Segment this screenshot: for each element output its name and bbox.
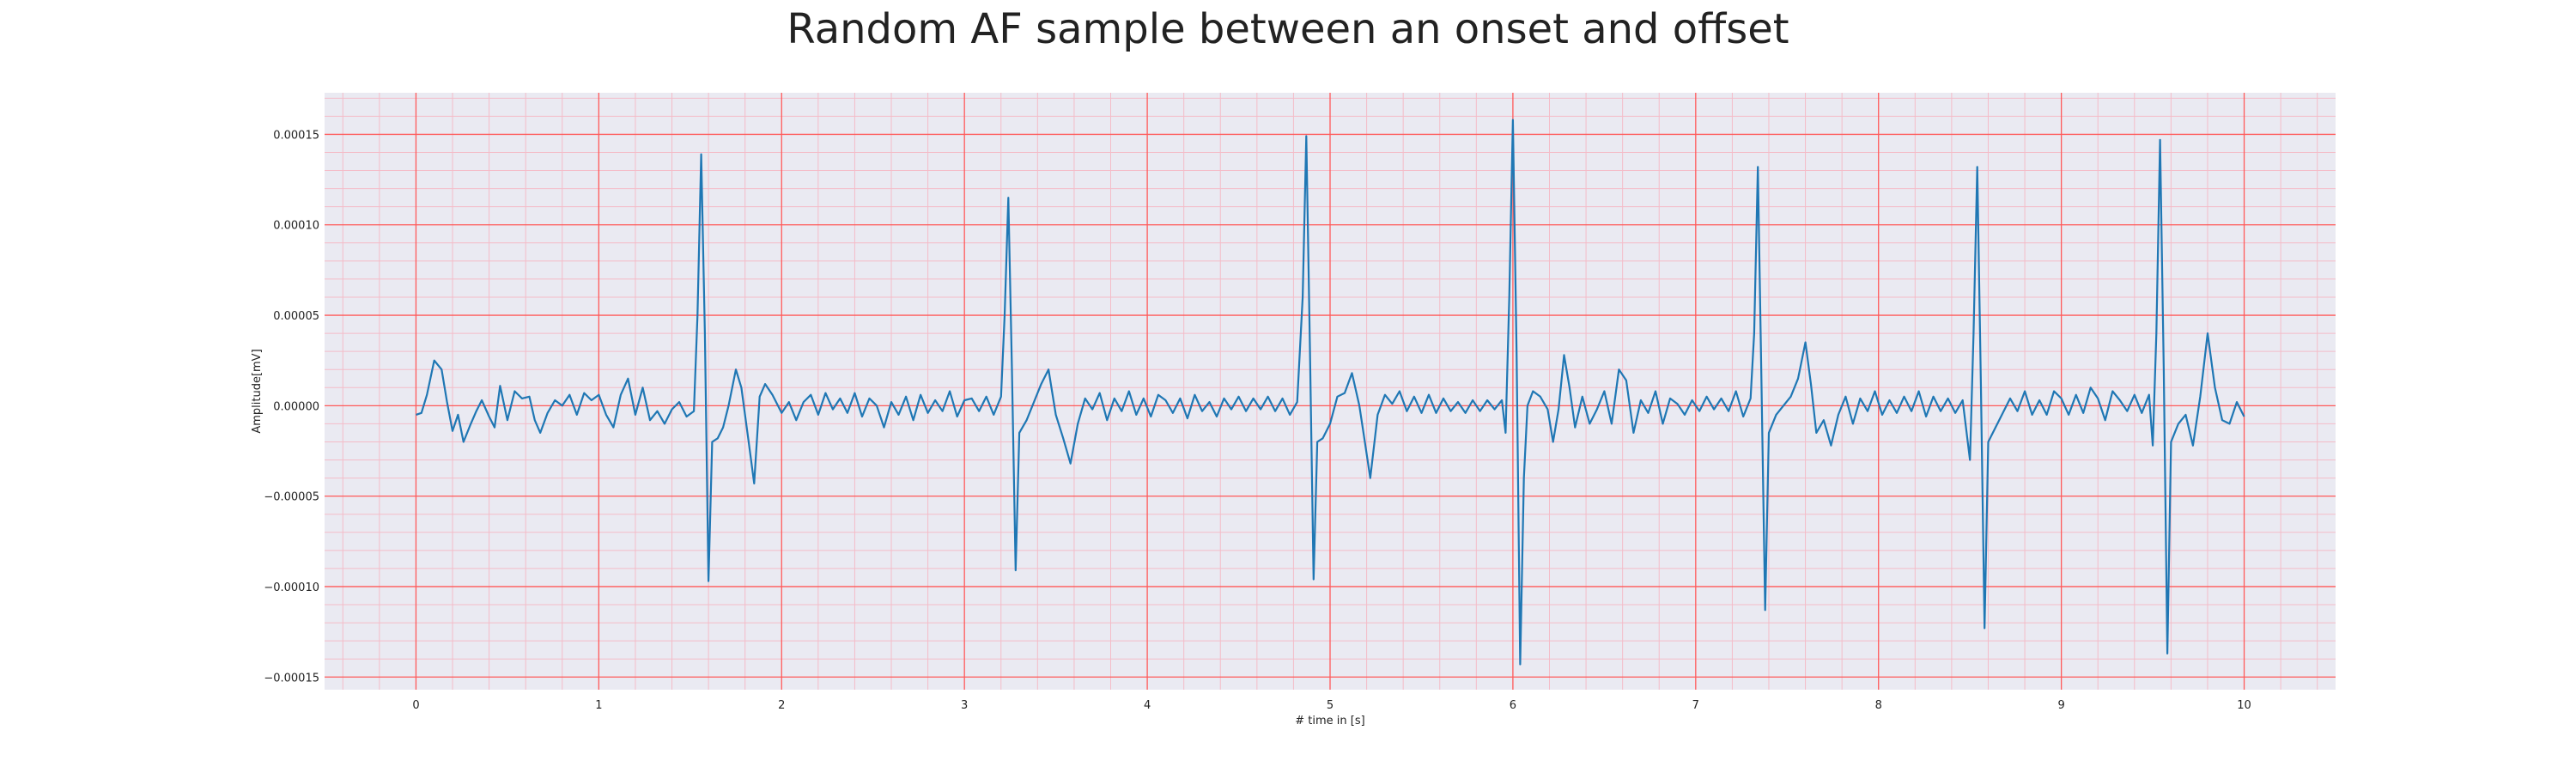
x-axis-ticks: 0 1 2 3 4 5 6 7 8 9 10 — [412, 699, 2251, 712]
y-tick-label: 0.00005 — [273, 310, 319, 323]
chart-title: Random AF sample between an onset and of… — [787, 5, 1789, 53]
x-tick-label: 9 — [2057, 699, 2064, 712]
x-tick-label: 5 — [1327, 699, 1334, 712]
y-axis-label: Amplitude[mV] — [251, 349, 264, 433]
x-tick-label: 0 — [412, 699, 419, 712]
x-tick-label: 2 — [778, 699, 785, 712]
y-tick-label: 0.00010 — [273, 220, 319, 233]
y-tick-label: 0.00015 — [273, 129, 319, 142]
major-grid — [325, 93, 2336, 690]
x-tick-label: 10 — [2237, 699, 2251, 712]
x-tick-label: 6 — [1510, 699, 1516, 712]
x-axis-label: # time in [s] — [1295, 715, 1364, 727]
y-tick-label: −0.00005 — [264, 491, 319, 504]
x-tick-label: 4 — [1144, 699, 1151, 712]
y-tick-label: 0.00000 — [273, 400, 319, 413]
y-tick-label: −0.00015 — [264, 672, 319, 685]
y-axis-ticks: −0.00015 −0.00010 −0.00005 0.00000 0.00005 0.… — [264, 129, 319, 685]
x-tick-label: 8 — [1875, 699, 1882, 712]
x-tick-label: 1 — [595, 699, 602, 712]
x-tick-label: 7 — [1692, 699, 1699, 712]
y-tick-label: −0.00010 — [264, 581, 319, 594]
ecg-series-line — [416, 119, 2245, 666]
x-tick-label: 3 — [961, 699, 968, 712]
